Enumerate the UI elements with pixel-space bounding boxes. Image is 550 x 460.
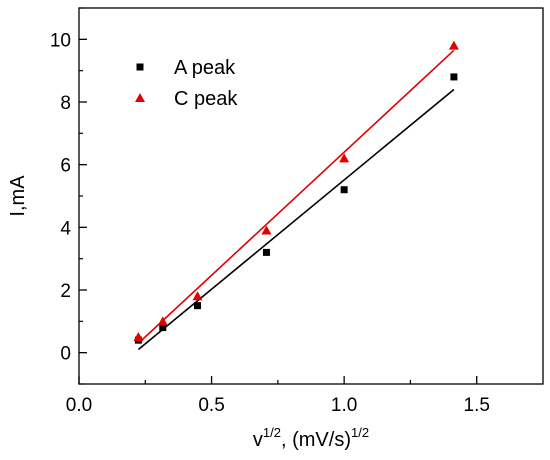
- data-point-c-peak: [261, 225, 272, 235]
- legend-label-c-peak: C peak: [174, 88, 238, 110]
- y-axis-ticks: 0 2 4 6 8 10: [50, 7, 87, 385]
- data-point-a-peak: [262, 248, 270, 256]
- x-axis-title: v1/2, (mV/s)1/2: [253, 425, 369, 451]
- data-point-c-peak: [133, 332, 144, 341]
- data-point-a-peak: [159, 324, 167, 332]
- data-points: [133, 40, 459, 344]
- legend: A peak C peak: [135, 57, 238, 110]
- x-tick-label: 0.0: [66, 395, 92, 416]
- data-point-c-peak: [448, 40, 459, 50]
- x-axis-title-sup-2: 1/2: [351, 425, 369, 440]
- data-point-c-peak: [192, 291, 203, 301]
- legend-marker-c-peak: [135, 93, 145, 102]
- data-point-a-peak: [450, 73, 458, 81]
- y-tick-label: 8: [60, 93, 71, 114]
- y-tick-label: 2: [60, 281, 71, 302]
- data-point-a-peak: [340, 186, 348, 194]
- y-tick-label: 6: [60, 156, 71, 177]
- fit-line-a-peak: [137, 88, 455, 351]
- y-tick-label: 10: [50, 30, 71, 51]
- y-tick-label: 0: [60, 344, 71, 365]
- data-point-c-peak: [339, 153, 350, 163]
- x-axis-title-unit: , (mV/s): [281, 429, 351, 451]
- fit-lines: [137, 49, 455, 351]
- y-tick-label: 4: [60, 218, 71, 239]
- legend-marker-a-peak: [136, 63, 144, 71]
- plot-frame: [78, 7, 544, 385]
- data-point-a-peak: [194, 302, 202, 310]
- x-tick-label: 0.5: [198, 395, 224, 416]
- x-axis-title-sup-1: 1/2: [263, 425, 281, 440]
- fit-line-c-peak: [137, 49, 455, 344]
- x-tick-label: 1.5: [464, 395, 490, 416]
- x-axis-title-main: v: [253, 429, 263, 451]
- data-point-c-peak: [157, 316, 168, 326]
- x-tick-label: 1.0: [331, 395, 357, 416]
- x-axis-ticks: 0.0 0.5 1.0 1.5: [66, 376, 490, 416]
- legend-label-a-peak: A peak: [174, 57, 236, 79]
- y-axis-title: I,mA: [7, 175, 29, 217]
